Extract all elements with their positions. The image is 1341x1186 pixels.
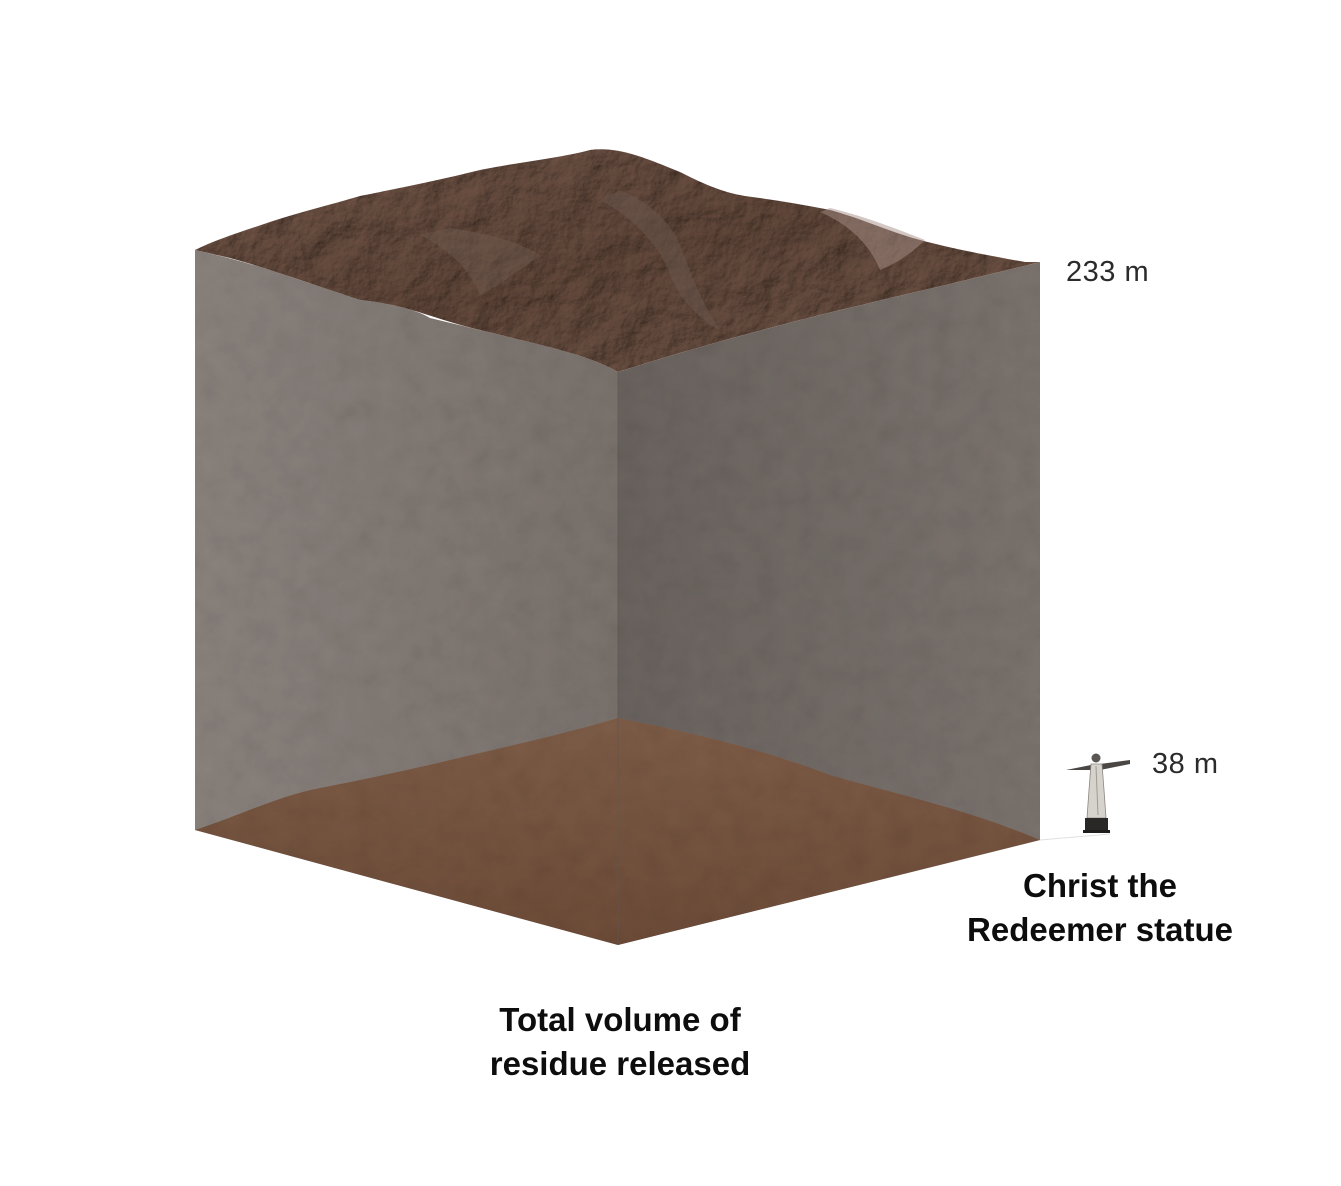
ground-reference-line: [1039, 833, 1111, 841]
cube-caption: Total volume of residue released: [440, 998, 800, 1086]
cube-top-ridge-shade: [600, 190, 720, 330]
cube-caption-line-2: residue released: [489, 1045, 751, 1082]
christ-the-redeemer-statue-icon: [1066, 753, 1130, 833]
cube-caption-line-1: Total volume of: [499, 1001, 741, 1038]
cube-top-ridge-shade-2: [420, 228, 540, 295]
cube-height-label: 233 m: [1066, 256, 1150, 288]
statue-pedestal: [1085, 818, 1108, 832]
statue-caption-line-2: Redeemer statue: [967, 911, 1233, 948]
statue-height-label: 38 m: [1152, 748, 1219, 780]
statue-head: [1091, 753, 1101, 763]
cube-top-rock-surface: [195, 149, 1040, 372]
cube-top-ridge-highlight: [820, 208, 925, 270]
statue-caption: Christ the Redeemer statue: [950, 864, 1250, 952]
statue-caption-line-1: Christ the: [1022, 867, 1177, 904]
